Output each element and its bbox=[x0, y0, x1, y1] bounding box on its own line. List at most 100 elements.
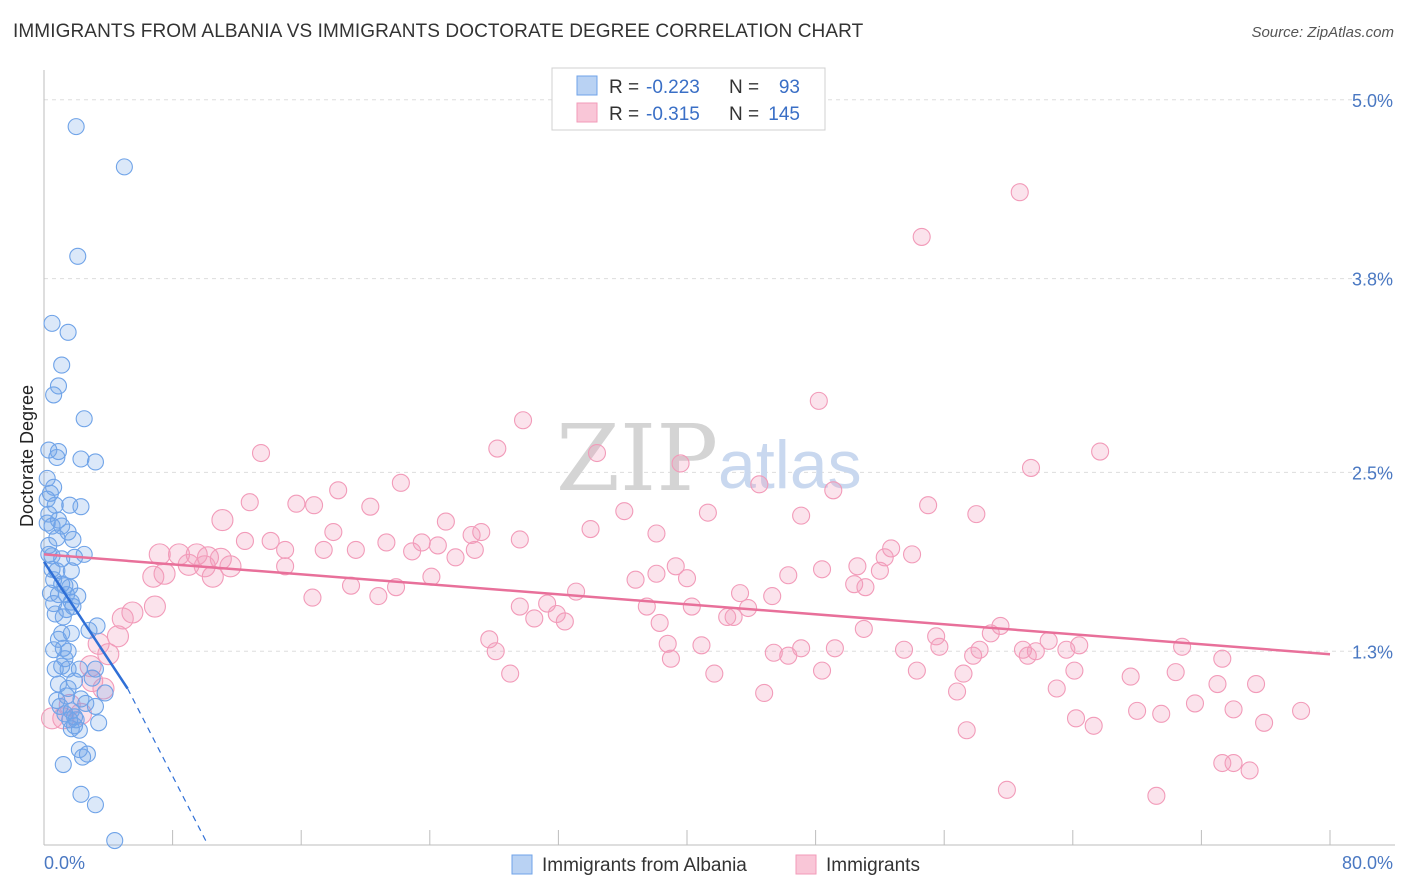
immigrants-point bbox=[682, 597, 701, 616]
immigrants-point bbox=[446, 548, 465, 567]
immigrants-point bbox=[626, 570, 645, 589]
immigrants-point bbox=[465, 540, 484, 559]
series-legend: Immigrants from Albania Immigrants bbox=[511, 854, 920, 876]
immigrants-point bbox=[510, 530, 529, 549]
immigrants-point bbox=[488, 439, 507, 458]
albania-point bbox=[38, 514, 56, 532]
immigrants-point bbox=[567, 582, 586, 601]
immigrants-point bbox=[329, 481, 348, 500]
immigrants-point bbox=[1152, 704, 1171, 723]
immigrants-point bbox=[812, 661, 832, 680]
albania-point bbox=[72, 450, 90, 468]
albania-point bbox=[41, 584, 59, 602]
immigrants-point bbox=[486, 642, 505, 661]
y-tick-labels: 1.3% 2.5% 3.8% 5.0% bbox=[1352, 91, 1393, 662]
legend-swatch-immigrants bbox=[576, 102, 598, 123]
immigrants-point bbox=[1128, 701, 1147, 720]
immigrants-point bbox=[391, 473, 410, 492]
albania-point bbox=[38, 469, 56, 487]
watermark-zip: ZIP bbox=[556, 405, 718, 512]
immigrants-point bbox=[525, 609, 544, 628]
immigrants-point bbox=[750, 475, 769, 494]
albania-point bbox=[64, 530, 82, 549]
albania-point bbox=[74, 748, 92, 766]
immigrants-point bbox=[581, 519, 600, 539]
y-tick-label: 1.3% bbox=[1352, 642, 1393, 662]
legend-albania-r-value: -0.223 bbox=[646, 77, 700, 98]
immigrants-point bbox=[779, 646, 798, 665]
immigrants-point bbox=[902, 545, 922, 564]
albania-point bbox=[75, 545, 93, 563]
immigrants-point bbox=[1147, 786, 1166, 805]
immigrants-point bbox=[705, 664, 724, 683]
immigrants-point bbox=[856, 578, 875, 597]
albania-point bbox=[86, 453, 104, 471]
albania-point bbox=[62, 562, 80, 580]
immigrants-point bbox=[305, 496, 324, 515]
immigrants-point bbox=[854, 619, 873, 638]
immigrants-point bbox=[361, 497, 380, 516]
albania-point bbox=[49, 442, 68, 461]
immigrants-point bbox=[967, 505, 986, 524]
albania-point bbox=[86, 660, 104, 678]
immigrants-point bbox=[377, 533, 396, 552]
immigrants-point bbox=[677, 569, 697, 588]
watermark-atlas: atlas bbox=[718, 427, 862, 503]
chart-source: Source: ZipAtlas.com bbox=[1251, 24, 1394, 41]
immigrants-point bbox=[870, 561, 889, 580]
immigrants-point bbox=[1224, 700, 1243, 719]
immigrants-point bbox=[812, 560, 832, 579]
immigrants-point bbox=[650, 613, 669, 632]
albania-point bbox=[59, 679, 77, 698]
albania-point bbox=[96, 684, 114, 702]
albania-point bbox=[78, 745, 96, 763]
immigrants-point bbox=[287, 494, 306, 513]
immigrants-point bbox=[1084, 716, 1103, 735]
immigrants-point bbox=[501, 664, 520, 683]
chart-title: IMMIGRANTS FROM ALBANIA VS IMMIGRANTS DO… bbox=[13, 21, 864, 42]
albania-points bbox=[38, 118, 133, 850]
immigrants-point bbox=[97, 643, 120, 666]
immigrants-point bbox=[436, 512, 455, 531]
immigrants-point bbox=[809, 391, 828, 410]
x-tick-label-min: 0.0% bbox=[44, 853, 85, 873]
immigrants-point bbox=[1070, 636, 1089, 655]
immigrants-point bbox=[1091, 442, 1110, 461]
albania-point bbox=[67, 711, 85, 729]
immigrants-point bbox=[1173, 637, 1192, 656]
albania-point bbox=[77, 694, 95, 712]
legend-immigrants-r-value: -0.315 bbox=[646, 104, 700, 125]
immigrants-point bbox=[1066, 709, 1086, 728]
immigrants-point bbox=[142, 565, 165, 588]
correlation-legend: R = -0.223 N = 93 R = -0.315 N = 145 bbox=[551, 67, 826, 131]
bottom-legend-swatch-immigrants bbox=[795, 854, 817, 875]
immigrants-point bbox=[369, 587, 388, 606]
albania-point bbox=[72, 785, 90, 803]
immigrants-point bbox=[927, 627, 946, 646]
albania-point bbox=[106, 831, 124, 850]
immigrants-point bbox=[912, 227, 931, 246]
albania-point bbox=[72, 498, 90, 516]
immigrants-point bbox=[1247, 674, 1266, 694]
immigrants-point bbox=[779, 566, 798, 585]
albania-point bbox=[86, 697, 104, 715]
immigrants-point bbox=[1185, 694, 1205, 713]
immigrants-point bbox=[957, 721, 976, 740]
immigrants-point bbox=[1208, 674, 1227, 694]
immigrants-point bbox=[251, 443, 271, 463]
immigrants-point bbox=[1065, 661, 1084, 680]
immigrants-point bbox=[219, 555, 242, 578]
watermark: ZIP atlas bbox=[556, 405, 862, 512]
immigrants-point bbox=[261, 531, 280, 551]
immigrants-point bbox=[235, 531, 254, 551]
immigrants-point bbox=[324, 522, 343, 542]
y-tick-label: 2.5% bbox=[1352, 463, 1393, 483]
immigrants-point bbox=[755, 683, 774, 703]
albania-point bbox=[45, 641, 63, 659]
immigrants-point bbox=[303, 588, 322, 607]
albania-point bbox=[90, 714, 108, 732]
albania-point bbox=[54, 755, 72, 774]
legend-immigrants-n-value: 145 bbox=[768, 104, 800, 125]
immigrants-point bbox=[462, 525, 481, 545]
immigrants-point bbox=[848, 557, 867, 576]
